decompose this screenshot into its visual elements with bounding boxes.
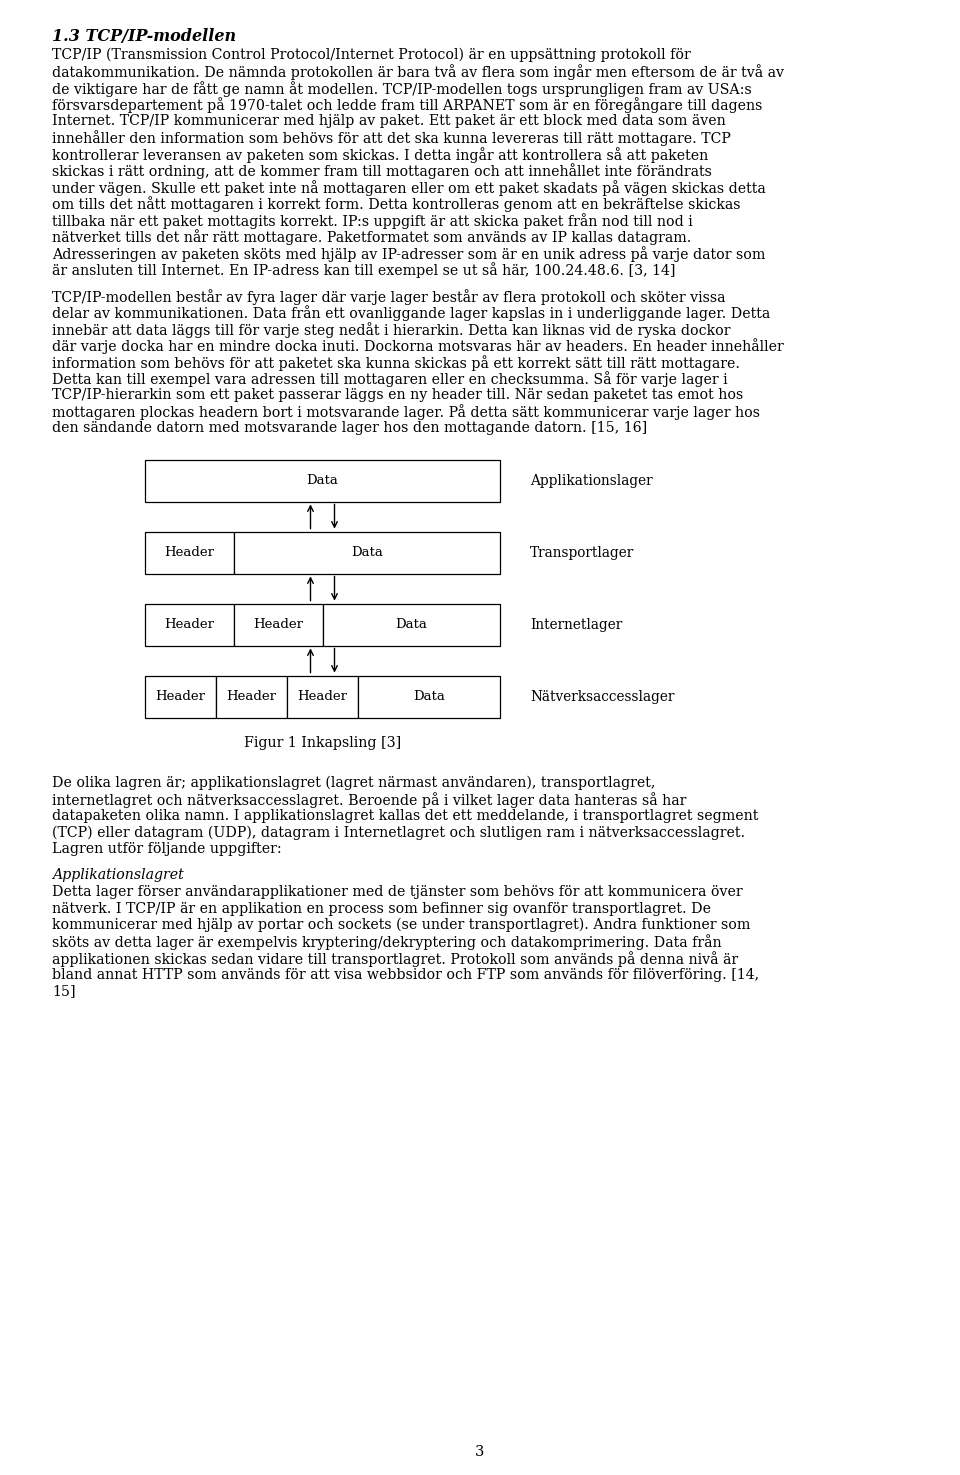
Text: kommunicerar med hjälp av portar och sockets (se under transportlagret). Andra f: kommunicerar med hjälp av portar och soc… — [52, 917, 751, 932]
Text: den sändande datorn med motsvarande lager hos den mottagande datorn. [15, 16]: den sändande datorn med motsvarande lage… — [52, 420, 647, 435]
Text: Data: Data — [306, 473, 339, 487]
Text: (TCP) eller datagram (UDP), datagram i Internetlagret och slutligen ram i nätver: (TCP) eller datagram (UDP), datagram i I… — [52, 826, 745, 839]
Text: skickas i rätt ordning, att de kommer fram till mottagaren och att innehållet in: skickas i rätt ordning, att de kommer fr… — [52, 164, 712, 180]
Text: 15]: 15] — [52, 984, 76, 999]
Text: internetlagret och nätverksaccesslagret. Beroende på i vilket lager data hantera: internetlagret och nätverksaccesslagret.… — [52, 792, 686, 808]
Text: Header: Header — [253, 618, 303, 631]
Text: Data: Data — [396, 618, 427, 631]
Bar — [145, 531, 233, 574]
Bar — [358, 676, 500, 717]
Text: Internetlager: Internetlager — [530, 618, 622, 631]
Text: TCP/IP-hierarkin som ett paket passerar läggs en ny header till. När sedan paket: TCP/IP-hierarkin som ett paket passerar … — [52, 388, 743, 403]
Text: information som behövs för att paketet ska kunna skickas på ett korrekt sätt til: information som behövs för att paketet s… — [52, 355, 740, 370]
Text: försvarsdepartement på 1970-talet och ledde fram till ARPANET som är en föregång: försvarsdepartement på 1970-talet och le… — [52, 97, 762, 114]
Text: Data: Data — [413, 690, 444, 704]
Bar — [287, 676, 358, 717]
Bar — [145, 460, 500, 502]
Text: delar av kommunikationen. Data från ett ovanliggande lager kapslas in i underlig: delar av kommunikationen. Data från ett … — [52, 305, 770, 322]
Bar — [233, 603, 323, 646]
Text: mottagaren plockas headern bort i motsvarande lager. På detta sätt kommunicerar : mottagaren plockas headern bort i motsva… — [52, 404, 760, 420]
Text: 1.3 TCP/IP-modellen: 1.3 TCP/IP-modellen — [52, 28, 236, 46]
Text: Detta kan till exempel vara adressen till mottagaren eller en checksumma. Så för: Detta kan till exempel vara adressen til… — [52, 372, 728, 388]
Bar — [233, 531, 500, 574]
Bar — [216, 676, 287, 717]
Text: nätverket tills det når rätt mottagare. Paketformatet som används av IP kallas d: nätverket tills det når rätt mottagare. … — [52, 230, 691, 245]
Text: Adresseringen av paketen sköts med hjälp av IP-adresser som är en unik adress på: Adresseringen av paketen sköts med hjälp… — [52, 246, 765, 263]
Text: tillbaka när ett paket mottagits korrekt. IP:s uppgift är att skicka paket från : tillbaka när ett paket mottagits korrekt… — [52, 212, 693, 229]
Text: Data: Data — [351, 546, 383, 559]
Text: Lagren utför följande uppgifter:: Lagren utför följande uppgifter: — [52, 842, 281, 855]
Bar — [323, 603, 500, 646]
Text: innebär att data läggs till för varje steg nedåt i hierarkin. Detta kan liknas v: innebär att data läggs till för varje st… — [52, 322, 731, 338]
Text: sköts av detta lager är exempelvis kryptering/dekryptering och datakomprimering.: sköts av detta lager är exempelvis krypt… — [52, 935, 722, 950]
Text: Internet. TCP/IP kommunicerar med hjälp av paket. Ett paket är ett block med dat: Internet. TCP/IP kommunicerar med hjälp … — [52, 114, 726, 128]
Text: Applikationslager: Applikationslager — [530, 473, 653, 488]
Text: Header: Header — [164, 546, 214, 559]
Text: under vägen. Skulle ett paket inte nå mottagaren eller om ett paket skadats på v: under vägen. Skulle ett paket inte nå mo… — [52, 180, 766, 196]
Text: TCP/IP (Transmission Control Protocol/Internet Protocol) är en uppsättning proto: TCP/IP (Transmission Control Protocol/In… — [52, 49, 691, 62]
Text: Nätverksaccesslager: Nätverksaccesslager — [530, 689, 674, 704]
Text: om tills det nått mottagaren i korrekt form. Detta kontrolleras genom att en bek: om tills det nått mottagaren i korrekt f… — [52, 196, 740, 212]
Text: De olika lagren är; applikationslagret (lagret närmast användaren), transportlag: De olika lagren är; applikationslagret (… — [52, 776, 656, 791]
Text: TCP/IP-modellen består av fyra lager där varje lager består av flera protokoll o: TCP/IP-modellen består av fyra lager där… — [52, 289, 726, 305]
Text: bland annat HTTP som används för att visa webbsidor och FTP som används för filö: bland annat HTTP som används för att vis… — [52, 968, 759, 981]
Text: Header: Header — [227, 690, 276, 704]
Bar — [145, 676, 216, 717]
Text: där varje docka har en mindre docka inuti. Dockorna motsvaras här av headers. En: där varje docka har en mindre docka inut… — [52, 338, 783, 354]
Text: Header: Header — [298, 690, 348, 704]
Text: datapaketen olika namn. I applikationslagret kallas det ett meddelande, i transp: datapaketen olika namn. I applikationsla… — [52, 808, 758, 823]
Text: Header: Header — [164, 618, 214, 631]
Text: Applikationslagret: Applikationslagret — [52, 869, 183, 882]
Text: Header: Header — [156, 690, 205, 704]
Text: 3: 3 — [475, 1446, 485, 1459]
Text: är ansluten till Internet. En IP-adress kan till exempel se ut så här, 100.24.48: är ansluten till Internet. En IP-adress … — [52, 263, 676, 279]
Text: nätverk. I TCP/IP är en applikation en process som befinner sig ovanför transpor: nätverk. I TCP/IP är en applikation en p… — [52, 901, 711, 916]
Text: Detta lager förser användarapplikationer med de tjänster som behövs för att komm: Detta lager förser användarapplikationer… — [52, 885, 743, 898]
Text: innehåller den information som behövs för att det ska kunna levereras till rätt : innehåller den information som behövs fö… — [52, 130, 731, 146]
Bar — [145, 603, 233, 646]
Text: Transportlager: Transportlager — [530, 546, 635, 559]
Text: de viktigare har de fått ge namn åt modellen. TCP/IP-modellen togs ursprungligen: de viktigare har de fått ge namn åt mode… — [52, 81, 752, 97]
Text: Figur 1 Inkapsling [3]: Figur 1 Inkapsling [3] — [244, 736, 401, 749]
Text: kontrollerar leveransen av paketen som skickas. I detta ingår att kontrollera så: kontrollerar leveransen av paketen som s… — [52, 148, 708, 162]
Text: datakommunikation. De nämnda protokollen är bara två av flera som ingår men efte: datakommunikation. De nämnda protokollen… — [52, 65, 784, 80]
Text: applikationen skickas sedan vidare till transportlagret. Protokoll som används p: applikationen skickas sedan vidare till … — [52, 951, 738, 968]
